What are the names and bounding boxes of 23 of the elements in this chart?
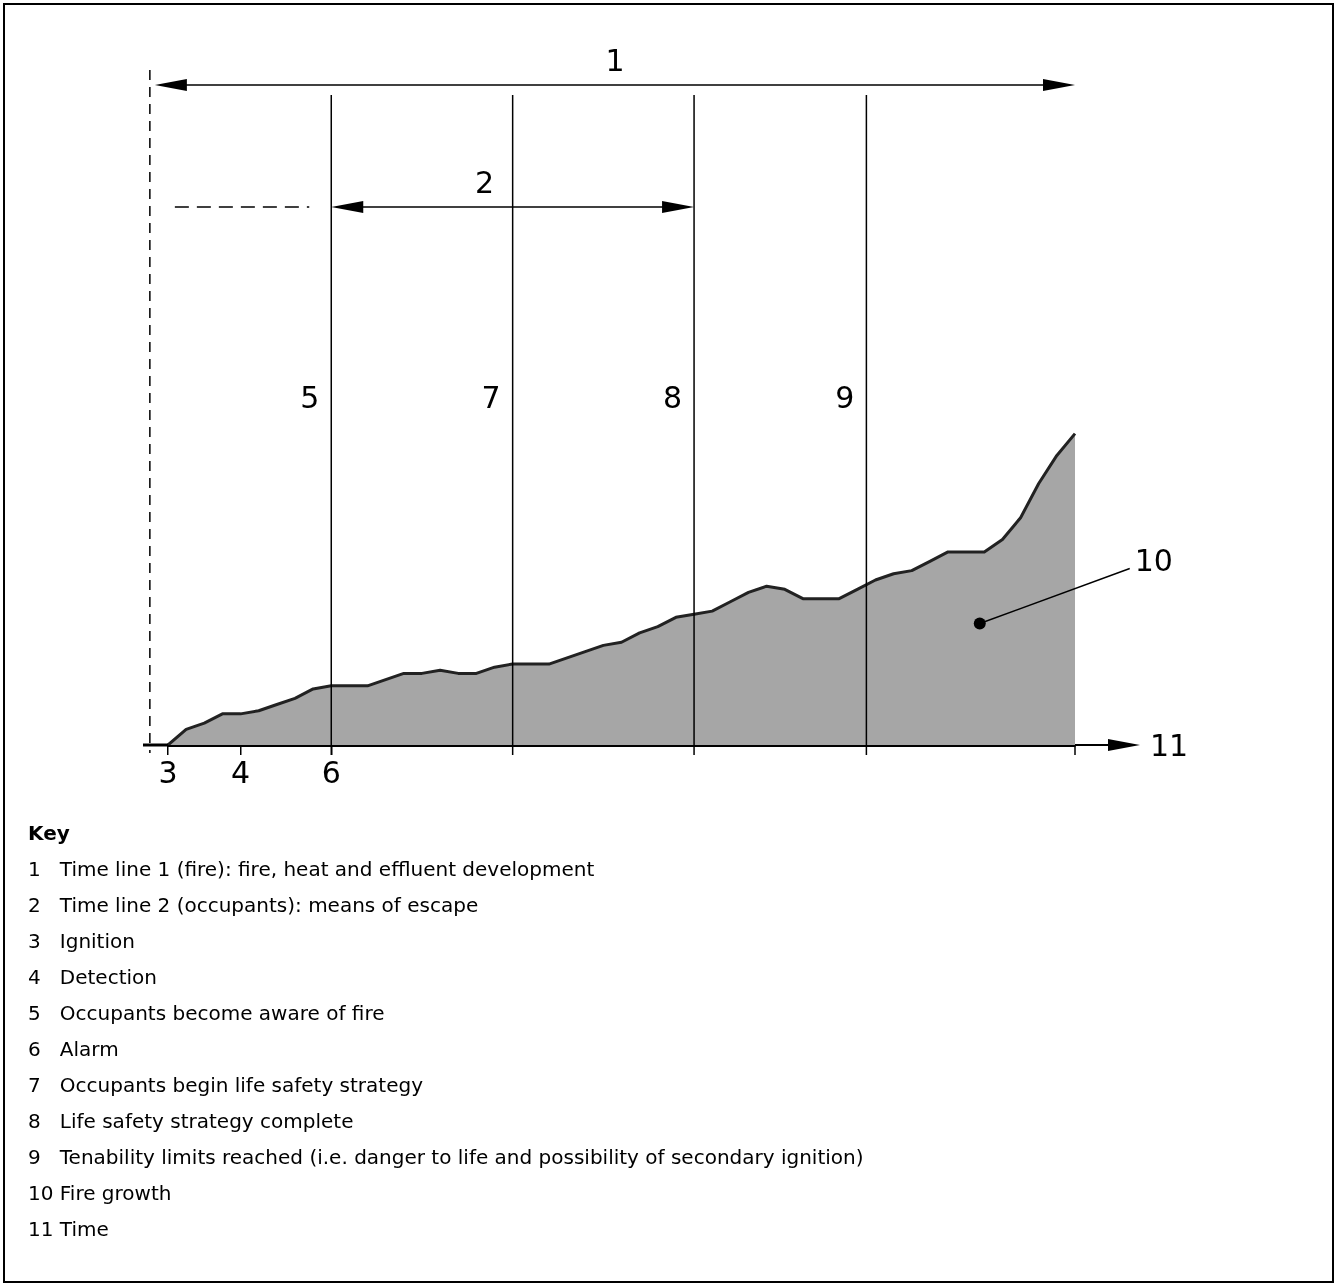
text: 1 — [605, 43, 625, 78]
text: 10 — [1134, 543, 1173, 579]
text: 8 Life safety strategy complete — [28, 1108, 355, 1135]
text: 10 Fire growth — [28, 1180, 173, 1207]
text: 8 — [662, 379, 683, 415]
text: 3 Ignition — [28, 928, 136, 955]
text: 2 — [475, 165, 495, 200]
x-tick-label: 4 — [231, 754, 251, 790]
text: 4 Detection — [28, 964, 158, 991]
text: Key — [28, 820, 71, 847]
text: 5 Occupants become aware of fire — [28, 1000, 386, 1027]
x-tick-label: 3 — [158, 754, 178, 790]
text: 11 Time — [28, 1216, 110, 1243]
x-axis-title: 11 — [1150, 727, 1189, 763]
text: 2 Time line 2 (occupants): means of escape — [28, 892, 480, 919]
text: 1 Time line 1 (fire): fire, heat and effluent development — [28, 856, 596, 883]
text: 6 Alarm — [28, 1036, 120, 1063]
text: 5 — [300, 379, 320, 415]
x-tick-label: 6 — [321, 754, 341, 790]
text: 9 Tenability limits reached (i.e. danger to life and possibility of secondary ignition) — [28, 1144, 864, 1171]
text: 7 — [481, 379, 501, 415]
text: 9 — [835, 379, 855, 415]
text: 7 Occupants begin life safety strategy — [28, 1072, 425, 1099]
